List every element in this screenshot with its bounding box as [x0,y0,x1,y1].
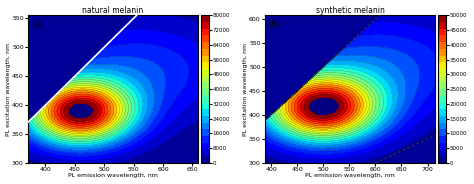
Text: (a): (a) [31,20,43,29]
Title: synthetic melanin: synthetic melanin [316,6,384,15]
Y-axis label: PL excitation wavelength, nm: PL excitation wavelength, nm [6,43,10,136]
X-axis label: PL emission wavelength, nm: PL emission wavelength, nm [305,174,395,178]
Text: (b): (b) [268,20,280,29]
Title: natural melanin: natural melanin [82,6,144,15]
X-axis label: PL emission wavelength, nm: PL emission wavelength, nm [68,174,158,178]
Y-axis label: PL excitation wavelength, nm: PL excitation wavelength, nm [243,43,247,136]
